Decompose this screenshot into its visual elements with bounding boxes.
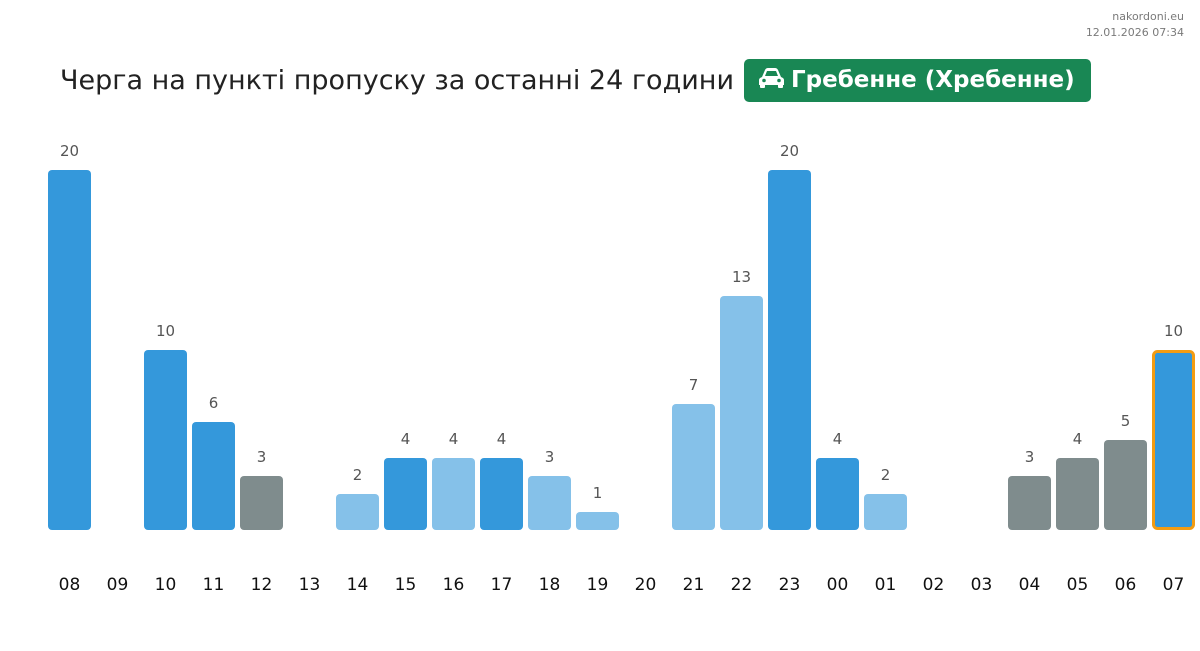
value-label-23: 20 <box>780 142 799 160</box>
chart-title: Черга на пункті пропуску за останні 24 г… <box>60 64 734 96</box>
chart-header: Черга на пункті пропуску за останні 24 г… <box>60 58 1091 102</box>
x-tick-10: 10 <box>155 575 177 595</box>
value-label-22: 13 <box>732 268 751 286</box>
value-label-17: 4 <box>497 430 507 448</box>
bar-22 <box>720 296 763 530</box>
x-tick-05: 05 <box>1067 575 1089 595</box>
bar-04 <box>1008 476 1051 530</box>
value-label-15: 4 <box>401 430 411 448</box>
x-tick-15: 15 <box>395 575 417 595</box>
value-label-05: 4 <box>1073 430 1083 448</box>
x-tick-13: 13 <box>299 575 321 595</box>
value-label-16: 4 <box>449 430 459 448</box>
bar-08 <box>48 170 91 530</box>
bar-15 <box>384 458 427 530</box>
x-tick-06: 06 <box>1115 575 1137 595</box>
value-label-12: 3 <box>257 448 267 466</box>
x-tick-20: 20 <box>635 575 657 595</box>
value-label-01: 2 <box>881 466 891 484</box>
value-label-19: 1 <box>593 484 603 502</box>
x-tick-08: 08 <box>59 575 81 595</box>
x-tick-12: 12 <box>251 575 273 595</box>
site-name: nakordoni.eu <box>1112 10 1184 23</box>
value-label-11: 6 <box>209 394 219 412</box>
x-tick-19: 19 <box>587 575 609 595</box>
bar-18 <box>528 476 571 530</box>
x-tick-21: 21 <box>683 575 705 595</box>
bar-21 <box>672 404 715 530</box>
bar-14 <box>336 494 379 530</box>
x-tick-00: 00 <box>827 575 849 595</box>
x-tick-16: 16 <box>443 575 465 595</box>
x-tick-14: 14 <box>347 575 369 595</box>
value-label-00: 4 <box>833 430 843 448</box>
bar-23 <box>768 170 811 530</box>
bar-19 <box>576 512 619 530</box>
x-tick-01: 01 <box>875 575 897 595</box>
bar-07 <box>1152 350 1195 530</box>
value-label-10: 10 <box>156 322 175 340</box>
timestamp: 12.01.2026 07:34 <box>1085 26 1184 39</box>
x-tick-03: 03 <box>971 575 993 595</box>
x-tick-02: 02 <box>923 575 945 595</box>
x-tick-09: 09 <box>107 575 129 595</box>
value-label-08: 20 <box>60 142 79 160</box>
bar-11 <box>192 422 235 530</box>
bar-10 <box>144 350 187 530</box>
bar-05 <box>1056 458 1099 530</box>
bar-00 <box>816 458 859 530</box>
x-tick-11: 11 <box>203 575 225 595</box>
value-label-21: 7 <box>689 376 699 394</box>
x-tick-23: 23 <box>779 575 801 595</box>
bar-12 <box>240 476 283 530</box>
bar-01 <box>864 494 907 530</box>
bar-17 <box>480 458 523 530</box>
bar-16 <box>432 458 475 530</box>
crossing-name: Гребенне (Хребенне) <box>791 67 1075 93</box>
value-label-07: 10 <box>1164 322 1183 340</box>
car-icon <box>758 67 785 93</box>
value-label-06: 5 <box>1121 412 1131 430</box>
site-info: nakordoni.eu 12.01.2026 07:34 <box>1086 9 1184 41</box>
x-tick-22: 22 <box>731 575 753 595</box>
x-tick-18: 18 <box>539 575 561 595</box>
crossing-badge: Гребенне (Хребенне) <box>744 58 1091 102</box>
x-tick-07: 07 <box>1163 575 1185 595</box>
x-tick-04: 04 <box>1019 575 1041 595</box>
value-label-04: 3 <box>1025 448 1035 466</box>
x-tick-17: 17 <box>491 575 513 595</box>
value-label-18: 3 <box>545 448 555 466</box>
value-label-14: 2 <box>353 466 363 484</box>
bar-06 <box>1104 440 1147 530</box>
